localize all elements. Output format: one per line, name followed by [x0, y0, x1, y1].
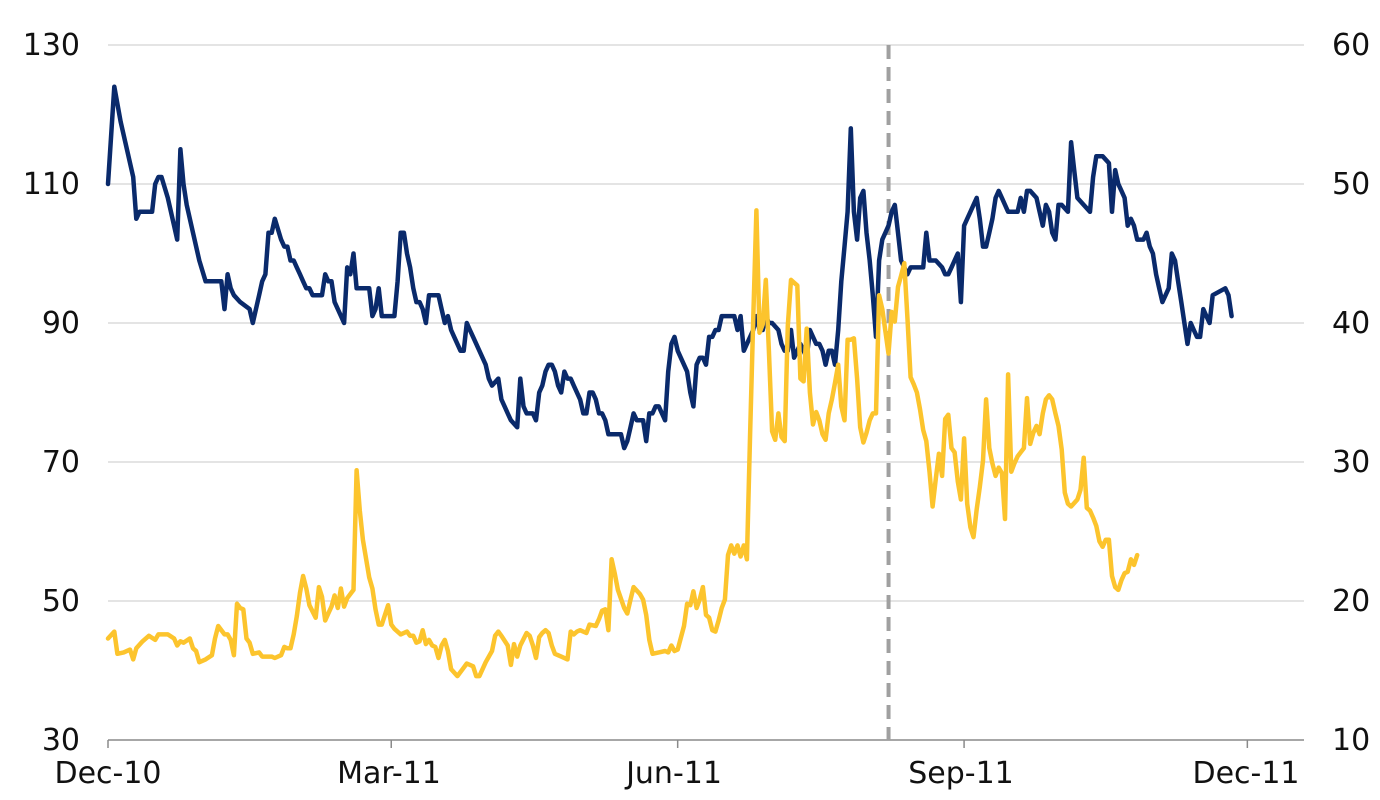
series-lines: [105, 84, 1234, 679]
left-y-tick-label: 130: [23, 28, 80, 63]
left-y-tick-label: 90: [42, 306, 80, 341]
series-line-right-axis: [105, 208, 1140, 679]
x-axis: [107, 739, 1304, 748]
right-y-axis-ticks: 10 20 30 40 50 60: [1332, 28, 1370, 758]
left-y-axis-ticks: 30 50 70 90 110 130: [23, 28, 80, 758]
x-tick-label: Dec-11: [1192, 756, 1299, 791]
x-tick-label: Mar-11: [337, 756, 441, 791]
right-y-tick-label: 30: [1332, 445, 1370, 480]
left-y-tick-label: 30: [42, 723, 80, 758]
x-tick-label: Sep-11: [908, 756, 1014, 791]
right-y-tick-label: 60: [1332, 28, 1370, 63]
x-tick-label: Dec-10: [54, 756, 161, 791]
right-y-tick-label: 10: [1332, 723, 1370, 758]
x-axis-ticks: Dec-10 Mar-11 Jun-11 Sep-11 Dec-11: [54, 756, 1299, 791]
right-y-tick-label: 20: [1332, 584, 1370, 619]
left-y-tick-label: 50: [42, 584, 80, 619]
left-y-tick-label: 110: [23, 167, 80, 202]
series-line-left-axis: [105, 84, 1234, 451]
right-y-tick-label: 40: [1332, 306, 1370, 341]
gridlines: [108, 44, 1304, 602]
right-y-tick-label: 50: [1332, 167, 1370, 202]
left-y-tick-label: 70: [42, 445, 80, 480]
x-tick-label: Jun-11: [624, 756, 722, 791]
